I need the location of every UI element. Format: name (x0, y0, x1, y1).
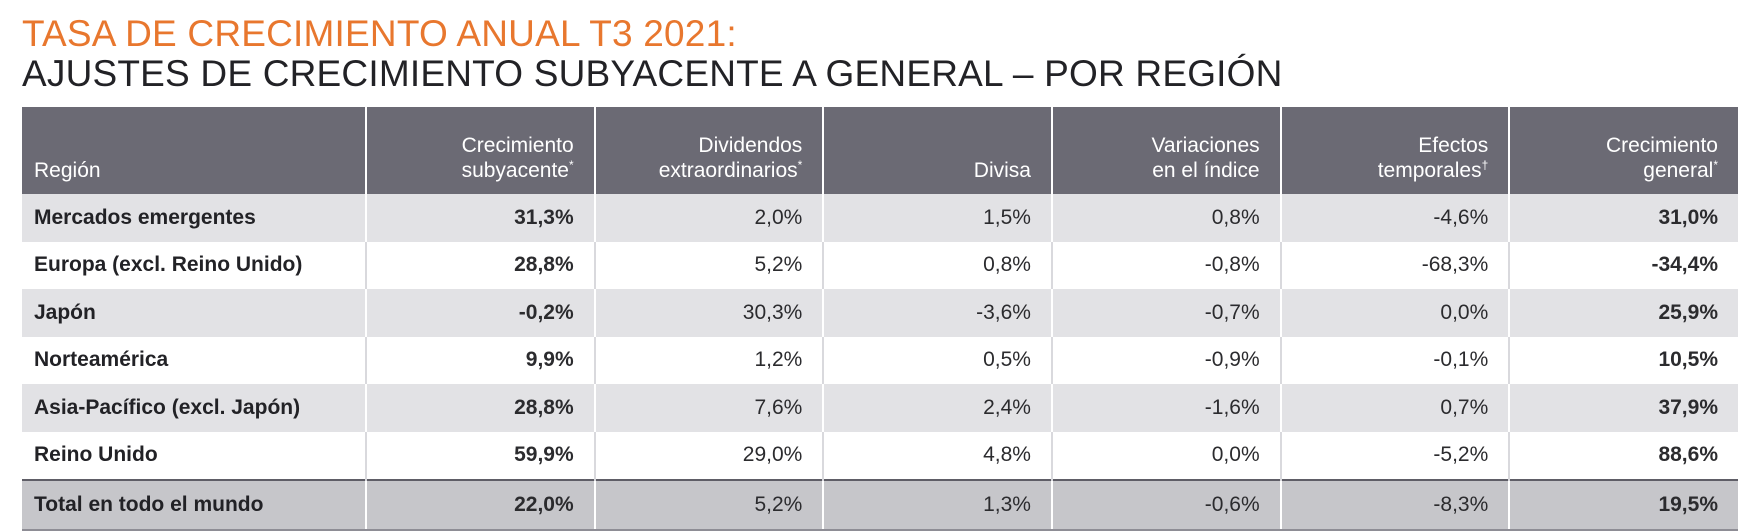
timing-effects-value: -68,3% (1279, 241, 1510, 289)
header-timing-effects-mark: † (1481, 158, 1489, 172)
region-name: Reino Unido (22, 431, 366, 480)
currency-value: 2,4% (822, 384, 1052, 432)
page-title: TASA DE CRECIMIENTO ANUAL T3 2021: (22, 13, 737, 54)
page-subtitle: AJUSTES DE CRECIMIENTO SUBYACENTE A GENE… (22, 53, 1283, 94)
header-region-label: Región (34, 159, 101, 182)
timing-effects-value: -5,2% (1279, 431, 1510, 480)
timing-effects-value: -4,6% (1279, 194, 1510, 242)
headline-growth-value: -34,4% (1508, 241, 1738, 289)
total-index-changes-value: -0,6% (1050, 479, 1281, 531)
total-timing-effects-value: -8,3% (1279, 479, 1510, 531)
header-special-dividends-line2: extraordinarios* (608, 158, 803, 183)
currency-value: 4,8% (822, 431, 1052, 480)
table-row: Mercados emergentes 31,3% 2,0% 1,5% 0,8%… (22, 194, 1738, 242)
table-body: Mercados emergentes 31,3% 2,0% 1,5% 0,8%… (22, 194, 1738, 531)
headline-growth-value: 10,5% (1508, 336, 1738, 384)
header-underlying-growth-mark: * (568, 158, 574, 172)
header-underlying-growth: Crecimiento subyacente* (365, 107, 595, 194)
table-row: Norteamérica 9,9% 1,2% 0,5% -0,9% -0,1% … (22, 336, 1738, 384)
headline-growth-value: 37,9% (1508, 384, 1738, 432)
special-dividends-value: 29,0% (593, 431, 824, 480)
table-header: Región Crecimiento subyacente* Dividendo… (22, 107, 1738, 194)
region-name: Japón (22, 289, 366, 337)
header-row: Región Crecimiento subyacente* Dividendo… (22, 107, 1738, 194)
special-dividends-value: 7,6% (593, 384, 824, 432)
index-changes-value: 0,8% (1050, 194, 1281, 242)
total-underlying-growth-value: 22,0% (365, 479, 595, 531)
headline-growth-value: 88,6% (1508, 431, 1738, 480)
timing-effects-value: 0,7% (1279, 384, 1510, 432)
header-underlying-growth-text: subyacente (461, 159, 569, 182)
header-index-changes: Variaciones en el índice (1050, 107, 1281, 194)
header-special-dividends-line1: Dividendos (698, 134, 803, 157)
header-headline-growth-mark: * (1713, 158, 1718, 172)
header-headline-growth: Crecimiento general* (1508, 107, 1738, 194)
currency-value: 0,8% (822, 241, 1052, 289)
header-headline-growth-line1: Crecimiento (1605, 134, 1718, 157)
underlying-growth-value: 28,8% (365, 384, 595, 432)
header-currency-label: Divisa (973, 159, 1031, 182)
header-special-dividends: Dividendos extraordinarios* (593, 107, 824, 194)
total-headline-growth-value: 19,5% (1508, 479, 1738, 531)
header-timing-effects-line1: Efectos (1418, 134, 1489, 157)
total-special-dividends-value: 5,2% (593, 479, 824, 531)
header-timing-effects-text: temporales (1377, 159, 1482, 182)
header-headline-growth-text: general (1643, 159, 1714, 182)
special-dividends-value: 1,2% (593, 336, 824, 384)
currency-value: 0,5% (822, 336, 1052, 384)
total-row: Total en todo el mundo 22,0% 5,2% 1,3% -… (22, 479, 1738, 531)
special-dividends-value: 5,2% (593, 241, 824, 289)
header-underlying-growth-line2: subyacente* (379, 158, 574, 183)
header-index-changes-line1: Variaciones (1151, 134, 1260, 157)
currency-value: -3,6% (822, 289, 1052, 337)
underlying-growth-value: 59,9% (365, 431, 595, 480)
table-row: Europa (excl. Reino Unido) 28,8% 5,2% 0,… (22, 241, 1738, 289)
index-changes-value: -0,8% (1050, 241, 1281, 289)
headline-growth-value: 25,9% (1508, 289, 1738, 337)
underlying-growth-value: -0,2% (365, 289, 595, 337)
timing-effects-value: 0,0% (1279, 289, 1510, 337)
special-dividends-value: 30,3% (593, 289, 824, 337)
headline-growth-value: 31,0% (1508, 194, 1738, 242)
currency-value: 1,5% (822, 194, 1052, 242)
underlying-growth-value: 9,9% (365, 336, 595, 384)
header-timing-effects-line2: temporales† (1294, 158, 1489, 183)
timing-effects-value: -0,1% (1279, 336, 1510, 384)
table-row: Reino Unido 59,9% 29,0% 4,8% 0,0% -5,2% … (22, 431, 1738, 480)
header-currency: Divisa (822, 107, 1052, 194)
index-changes-value: -0,7% (1050, 289, 1281, 337)
header-underlying-growth-line1: Crecimiento (461, 134, 574, 157)
header-region: Región (22, 107, 366, 194)
header-special-dividends-mark: * (797, 158, 803, 172)
table-row: Asia-Pacífico (excl. Japón) 28,8% 7,6% 2… (22, 384, 1738, 432)
index-changes-value: 0,0% (1050, 431, 1281, 480)
header-headline-growth-line2: general* (1522, 158, 1718, 183)
region-name: Europa (excl. Reino Unido) (22, 241, 366, 289)
region-name: Asia-Pacífico (excl. Japón) (22, 384, 366, 432)
header-timing-effects: Efectos temporales† (1279, 107, 1510, 194)
header-special-dividends-text: extraordinarios (658, 159, 798, 182)
table-row: Japón -0,2% 30,3% -3,6% -0,7% 0,0% 25,9% (22, 289, 1738, 337)
index-changes-value: -0,9% (1050, 336, 1281, 384)
region-name: Norteamérica (22, 336, 366, 384)
underlying-growth-value: 31,3% (365, 194, 595, 242)
region-name: Mercados emergentes (22, 194, 366, 242)
index-changes-value: -1,6% (1050, 384, 1281, 432)
growth-adjustments-table: Región Crecimiento subyacente* Dividendo… (22, 107, 1738, 531)
underlying-growth-value: 28,8% (365, 241, 595, 289)
header-index-changes-line2: en el índice (1152, 159, 1260, 182)
special-dividends-value: 2,0% (593, 194, 824, 242)
total-currency-value: 1,3% (822, 479, 1052, 531)
total-label: Total en todo el mundo (22, 479, 366, 531)
